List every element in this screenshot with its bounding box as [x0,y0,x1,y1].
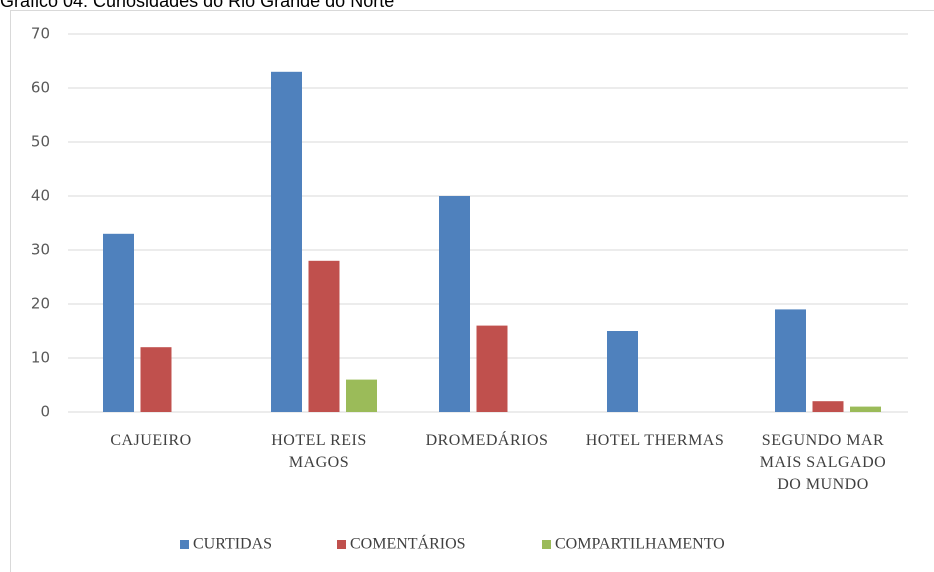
y-tick-label: 30 [31,241,50,259]
bar [271,71,302,413]
bar [308,260,340,412]
legend-swatch [542,540,551,549]
legend-label: COMENTÁRIOS [350,534,466,553]
y-tick-label: 60 [31,79,50,97]
bar [850,406,881,412]
bar [812,401,844,412]
y-tick-label: 40 [31,187,50,205]
bar [346,379,377,412]
legend-swatch [337,540,346,549]
bar [140,347,172,412]
x-tick-label: HOTEL REIS MAGOS [271,432,367,471]
bar [607,331,638,412]
bar [103,233,134,412]
chart-border [10,10,934,572]
legend-swatch [180,540,189,549]
bar [439,196,470,412]
chart-title: Gráfico 04: Curiosidades do Rio Grande d… [0,0,394,11]
y-tick-label: 10 [31,349,50,367]
y-tick-label: 0 [40,403,50,421]
legend-label: CURTIDAS [193,536,272,553]
bar [775,309,806,412]
x-tick-label: DROMEDÁRIOS [425,432,549,449]
bar [476,325,508,412]
legend-label: COMPARTILHAMENTO [555,536,725,553]
y-tick-label: 70 [31,25,50,43]
x-tick-label: HOTEL THERMAS [585,432,725,449]
x-tick-label: SEGUNDO MAR MAIS SALGADO DO MUNDO [759,432,887,493]
x-tick-label: CAJUEIRO [110,432,192,449]
y-tick-label: 50 [31,133,50,151]
y-tick-label: 20 [31,295,50,313]
